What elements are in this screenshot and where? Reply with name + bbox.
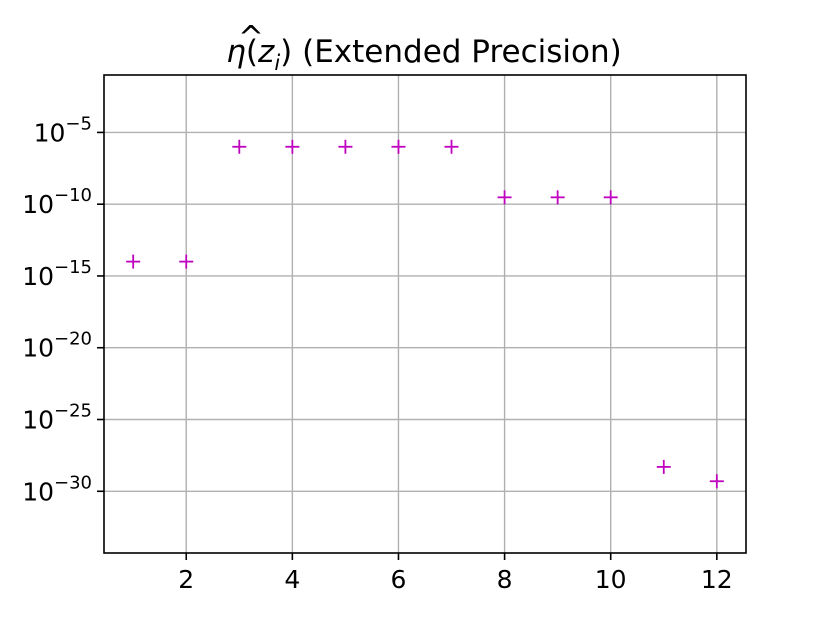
data-point xyxy=(232,139,247,154)
axis-ticks: 2 4 6 8 10 12 10−5 10−10 10−15 10−20 10−25 10−30 xyxy=(22,113,733,594)
data-point xyxy=(444,139,459,154)
x-tick-label: 10 xyxy=(595,565,627,594)
data-point xyxy=(126,254,141,269)
chart-title: η(zi) (Extended Precision) xyxy=(226,34,621,75)
grid-lines xyxy=(104,75,746,553)
x-tick-label: 12 xyxy=(701,565,733,594)
data-point xyxy=(656,459,671,474)
y-tick-label: 10−15 xyxy=(22,257,92,291)
title-close-paren: ) xyxy=(280,34,292,70)
x-tick-label: 2 xyxy=(178,565,194,594)
data-point xyxy=(550,190,565,205)
title-open-paren: ( xyxy=(246,34,258,70)
data-point xyxy=(603,190,618,205)
data-point xyxy=(285,139,300,154)
x-tick-label: 6 xyxy=(391,565,407,594)
y-tick-label: 10−20 xyxy=(22,329,92,363)
y-tick-label: 10−25 xyxy=(22,401,92,435)
data-point xyxy=(338,139,353,154)
title-z: z xyxy=(257,34,275,70)
y-tick-label: 10−5 xyxy=(34,113,92,147)
title-rest: (Extended Precision) xyxy=(292,34,621,70)
title-subscript: i xyxy=(274,51,280,75)
data-points xyxy=(126,139,724,489)
data-point xyxy=(391,139,406,154)
title-hat: ^ xyxy=(238,20,264,56)
data-point xyxy=(709,474,724,489)
x-tick-label: 8 xyxy=(497,565,513,594)
data-point xyxy=(497,190,512,205)
plot-area-frame xyxy=(103,74,747,554)
x-tick-label: 4 xyxy=(284,565,300,594)
y-tick-label: 10−10 xyxy=(22,185,92,219)
y-tick-label: 10−30 xyxy=(22,472,92,506)
title-eta: η xyxy=(226,34,246,70)
data-point xyxy=(179,254,194,269)
